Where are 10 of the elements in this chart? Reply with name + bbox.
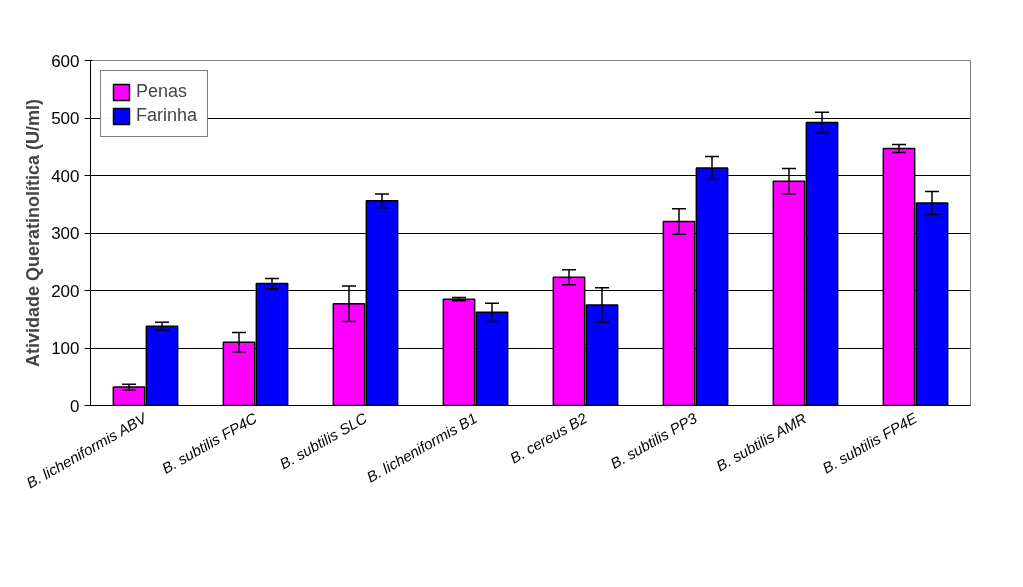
y-tick-label: 0 [70, 396, 80, 416]
y-axis-title: Atividade Queratinolítica (U/ml) [23, 98, 44, 368]
y-tick-label: 400 [51, 166, 80, 186]
y-tick-label: 100 [51, 339, 80, 358]
y-tick-label: 500 [51, 109, 80, 128]
legend-label: Farinha [136, 105, 198, 126]
y-tick-label: 200 [51, 281, 80, 301]
legend-label: Penas [136, 81, 188, 102]
y-tick-label: 300 [51, 224, 80, 243]
y-tick-label: 600 [51, 51, 80, 71]
